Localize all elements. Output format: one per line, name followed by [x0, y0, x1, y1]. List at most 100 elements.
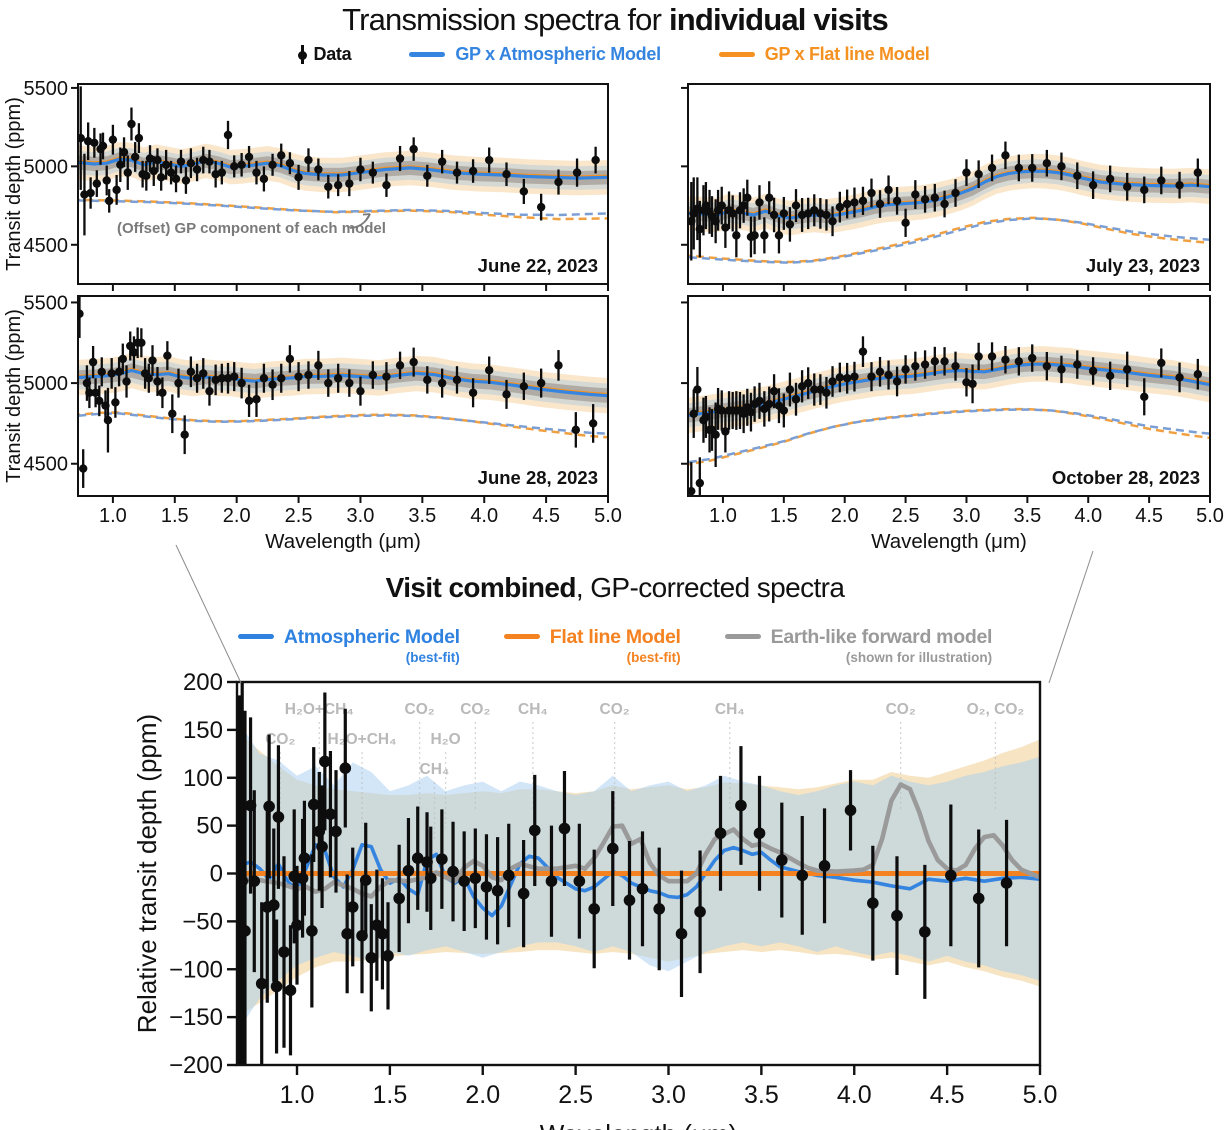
date-label: June 22, 2023 [478, 255, 598, 276]
legend-item-flat-line: Flat line Model (best-fit) [503, 626, 681, 665]
molecule-labels: H₂O+CH₄ CO₂ CO₂ CH₄ CO₂ CH₄ CO₂ O₂, CO₂ CO₂ H₂O+C… [265, 701, 1024, 842]
x-tick-label: 4.0 [470, 505, 498, 527]
x-tick-label: 2.0 [223, 505, 251, 527]
x-tick-label: 2.5 [892, 505, 920, 527]
molecule-label: CO₂ [600, 701, 630, 718]
y-tick-label: 5500 [24, 292, 69, 314]
y-axis-label: Transit depth (ppm) [3, 97, 25, 271]
x-tick-label: 2.5 [558, 1081, 593, 1109]
y-tick-label: 5000 [24, 373, 69, 395]
legend-item-atmospheric: Atmospheric Model (best-fit) [237, 626, 460, 665]
x-tick-label: 1.0 [709, 505, 737, 527]
y-tick-label: 50 [196, 813, 223, 840]
molecule-label: H₂O [431, 731, 461, 748]
plot-area: H₂O+CH₄ CO₂ CO₂ CH₄ CO₂ CH₄ CO₂ O₂, CO₂ CO₂ H₂O+C… [237, 682, 1040, 1065]
x-tick-label: 1.0 [99, 505, 127, 527]
x-tick-label: 3.5 [408, 505, 436, 527]
date-label: June 28, 2023 [478, 467, 598, 488]
plot-area [78, 86, 608, 236]
data-points [78, 86, 600, 236]
date-label: July 23, 2023 [1086, 255, 1200, 276]
y-tick-label: 5000 [24, 156, 69, 178]
y-tick-label: 150 [183, 717, 223, 744]
top-title-normal: Transmission spectra for [342, 2, 669, 37]
date-label: October 28, 2023 [1052, 467, 1200, 488]
legend-item-gp-atmospheric: GP x Atmospheric Model [409, 44, 661, 65]
molecule-label: H₂O+CH₄ [285, 701, 354, 718]
y-tick-label: −100 [169, 956, 223, 983]
x-tick-label: 1.5 [161, 505, 189, 527]
x-axis-label: Wavelength (μm) [540, 1119, 738, 1130]
x-tick-label: 2.0 [831, 505, 859, 527]
blue-line-icon [237, 634, 274, 639]
x-tick-label: 4.0 [837, 1081, 872, 1109]
legend-item-data: Data [297, 44, 352, 65]
x-tick-label: 5.0 [594, 505, 622, 527]
top-title-bold: individual visits [668, 2, 889, 37]
y-tick-label: 5500 [24, 78, 69, 100]
x-tick-label: 4.5 [532, 505, 560, 527]
legend-sub-atmospheric: (best-fit) [405, 650, 460, 665]
data-points [688, 141, 1203, 261]
y-tick-label: 4500 [24, 454, 69, 476]
visit-october-28-panel: 1.0 1.5 2.0 2.5 3.0 3.5 4.0 4.5 5.0 Wavelength (μ… [681, 295, 1224, 553]
x-tick-label: 4.5 [930, 1081, 965, 1109]
data-errorbar-icon [297, 45, 307, 64]
x-tick-label: 3.5 [744, 1081, 779, 1109]
x-tick-label: 4.0 [1074, 505, 1102, 527]
x-tick-label: 1.5 [372, 1081, 407, 1109]
x-tick-label: 4.5 [1135, 505, 1163, 527]
molecule-label: CH₄ [518, 701, 548, 718]
gp-offset-annotation: (Offset) GP component of each model [117, 220, 386, 237]
legend-item-earth-model: Earth-like forward model (shown for illu… [724, 626, 993, 665]
x-tick-label: 3.0 [953, 505, 981, 527]
legend-sub-flat-line: (best-fit) [626, 650, 681, 665]
molecule-label: CH₄ [420, 761, 450, 778]
x-tick-label: 2.5 [285, 505, 313, 527]
legend-label-flat-line: Flat line Model [549, 626, 681, 648]
molecule-label: CO₂ [265, 731, 295, 748]
plot-area [688, 336, 1210, 496]
data-points [688, 336, 1203, 496]
funnel-connector-lines [175, 544, 1094, 684]
x-tick-label: 1.0 [280, 1081, 315, 1109]
molecule-label: CO₂ [460, 701, 490, 718]
y-tick-label: 4500 [24, 235, 69, 257]
visit-july-23-panel: July 23, 2023 [681, 83, 1211, 291]
x-tick-label: 2.0 [465, 1081, 500, 1109]
molecule-label: CH₄ [715, 701, 745, 718]
combined-title: Visit combined, GP-corrected spectra [0, 572, 1230, 604]
y-tick-label: −150 [169, 1004, 223, 1031]
y-tick-label: −50 [182, 908, 223, 935]
y-tick-label: 200 [183, 669, 223, 696]
data-points [78, 296, 598, 488]
y-tick-label: 100 [183, 765, 223, 792]
plot-area [688, 141, 1210, 264]
molecule-label: CO₂ [405, 701, 435, 718]
legend-label-earth-model: Earth-like forward model [770, 626, 993, 648]
top-title: Transmission spectra for individual visi… [0, 2, 1230, 38]
legend-sub-earth-model: (shown for illustration) [845, 650, 993, 665]
combined-legend: Atmospheric Model (best-fit) Flat line M… [0, 626, 1230, 665]
combined-title-bold: Visit combined [385, 572, 577, 603]
x-tick-label: 3.0 [347, 505, 375, 527]
data-points [237, 682, 1013, 1065]
legend-label-data: Data [313, 44, 352, 64]
legend-label-gp-flat: GP x Flat line Model [764, 44, 930, 64]
y-tick-label: 0 [210, 861, 223, 888]
plot-area [78, 296, 608, 488]
molecule-label: O₂, CO₂ [967, 701, 1025, 718]
molecule-label: CO₂ [886, 701, 916, 718]
legend-label-atmospheric: Atmospheric Model [283, 626, 460, 648]
visit-june-28-panel: 1.0 1.5 2.0 2.5 3.0 3.5 4.0 4.5 5.0 4500 5000 5500T… [3, 292, 622, 553]
molecule-label: H₂O+CH₄ [328, 731, 397, 748]
y-axis-label: Transit depth (ppm) [3, 309, 25, 483]
orange-line-icon [718, 52, 755, 57]
orange-line-icon [503, 634, 540, 639]
gray-line-icon [724, 634, 761, 639]
x-tick-label: 5.0 [1023, 1081, 1058, 1109]
x-tick-label: 3.5 [1013, 505, 1041, 527]
legend-item-gp-flat: GP x Flat line Model [718, 44, 930, 65]
